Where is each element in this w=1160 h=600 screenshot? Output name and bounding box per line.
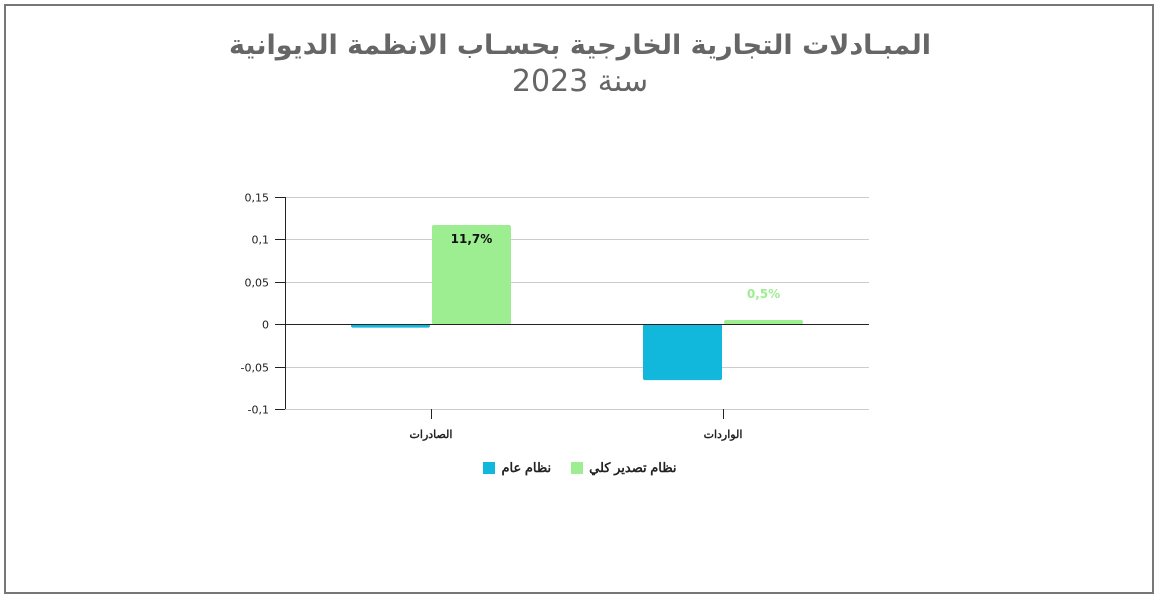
bar[interactable] [351, 324, 430, 328]
bar[interactable] [643, 324, 722, 381]
legend-label: نظام عام [501, 460, 552, 475]
legend-item-total-export[interactable]: نظام تصدير كلي [571, 460, 677, 476]
legend-swatch-icon [571, 462, 584, 474]
chart-title: المبـادلات التجارية الخارجية بحسـاب الان… [228, 30, 932, 61]
y-tick-label: 0,05 [245, 277, 270, 290]
x-category-label: الواردات [703, 429, 743, 441]
data-label: 11,7% [451, 232, 493, 246]
data-label: 0,5% [747, 287, 780, 301]
legend-swatch-icon [483, 462, 496, 474]
legend: نظام تصدير كلي نظام عام [0, 460, 1160, 476]
legend-item-general[interactable]: نظام عام [483, 460, 551, 476]
y-tick-label: 0,15 [245, 192, 270, 205]
legend-label: نظام تصدير كلي [589, 460, 677, 475]
bar[interactable] [432, 224, 511, 325]
y-tick-label: -0,05 [241, 362, 269, 375]
chart-subtitle-year: سنة 2023 [511, 64, 649, 99]
y-tick-label: 0 [262, 319, 269, 332]
bar[interactable] [724, 319, 803, 325]
y-tick-label: -0,1 [248, 404, 269, 417]
y-tick-label: 0,1 [252, 234, 270, 247]
x-category-label: الصادرات [409, 429, 453, 441]
chart-frame [4, 4, 1154, 594]
